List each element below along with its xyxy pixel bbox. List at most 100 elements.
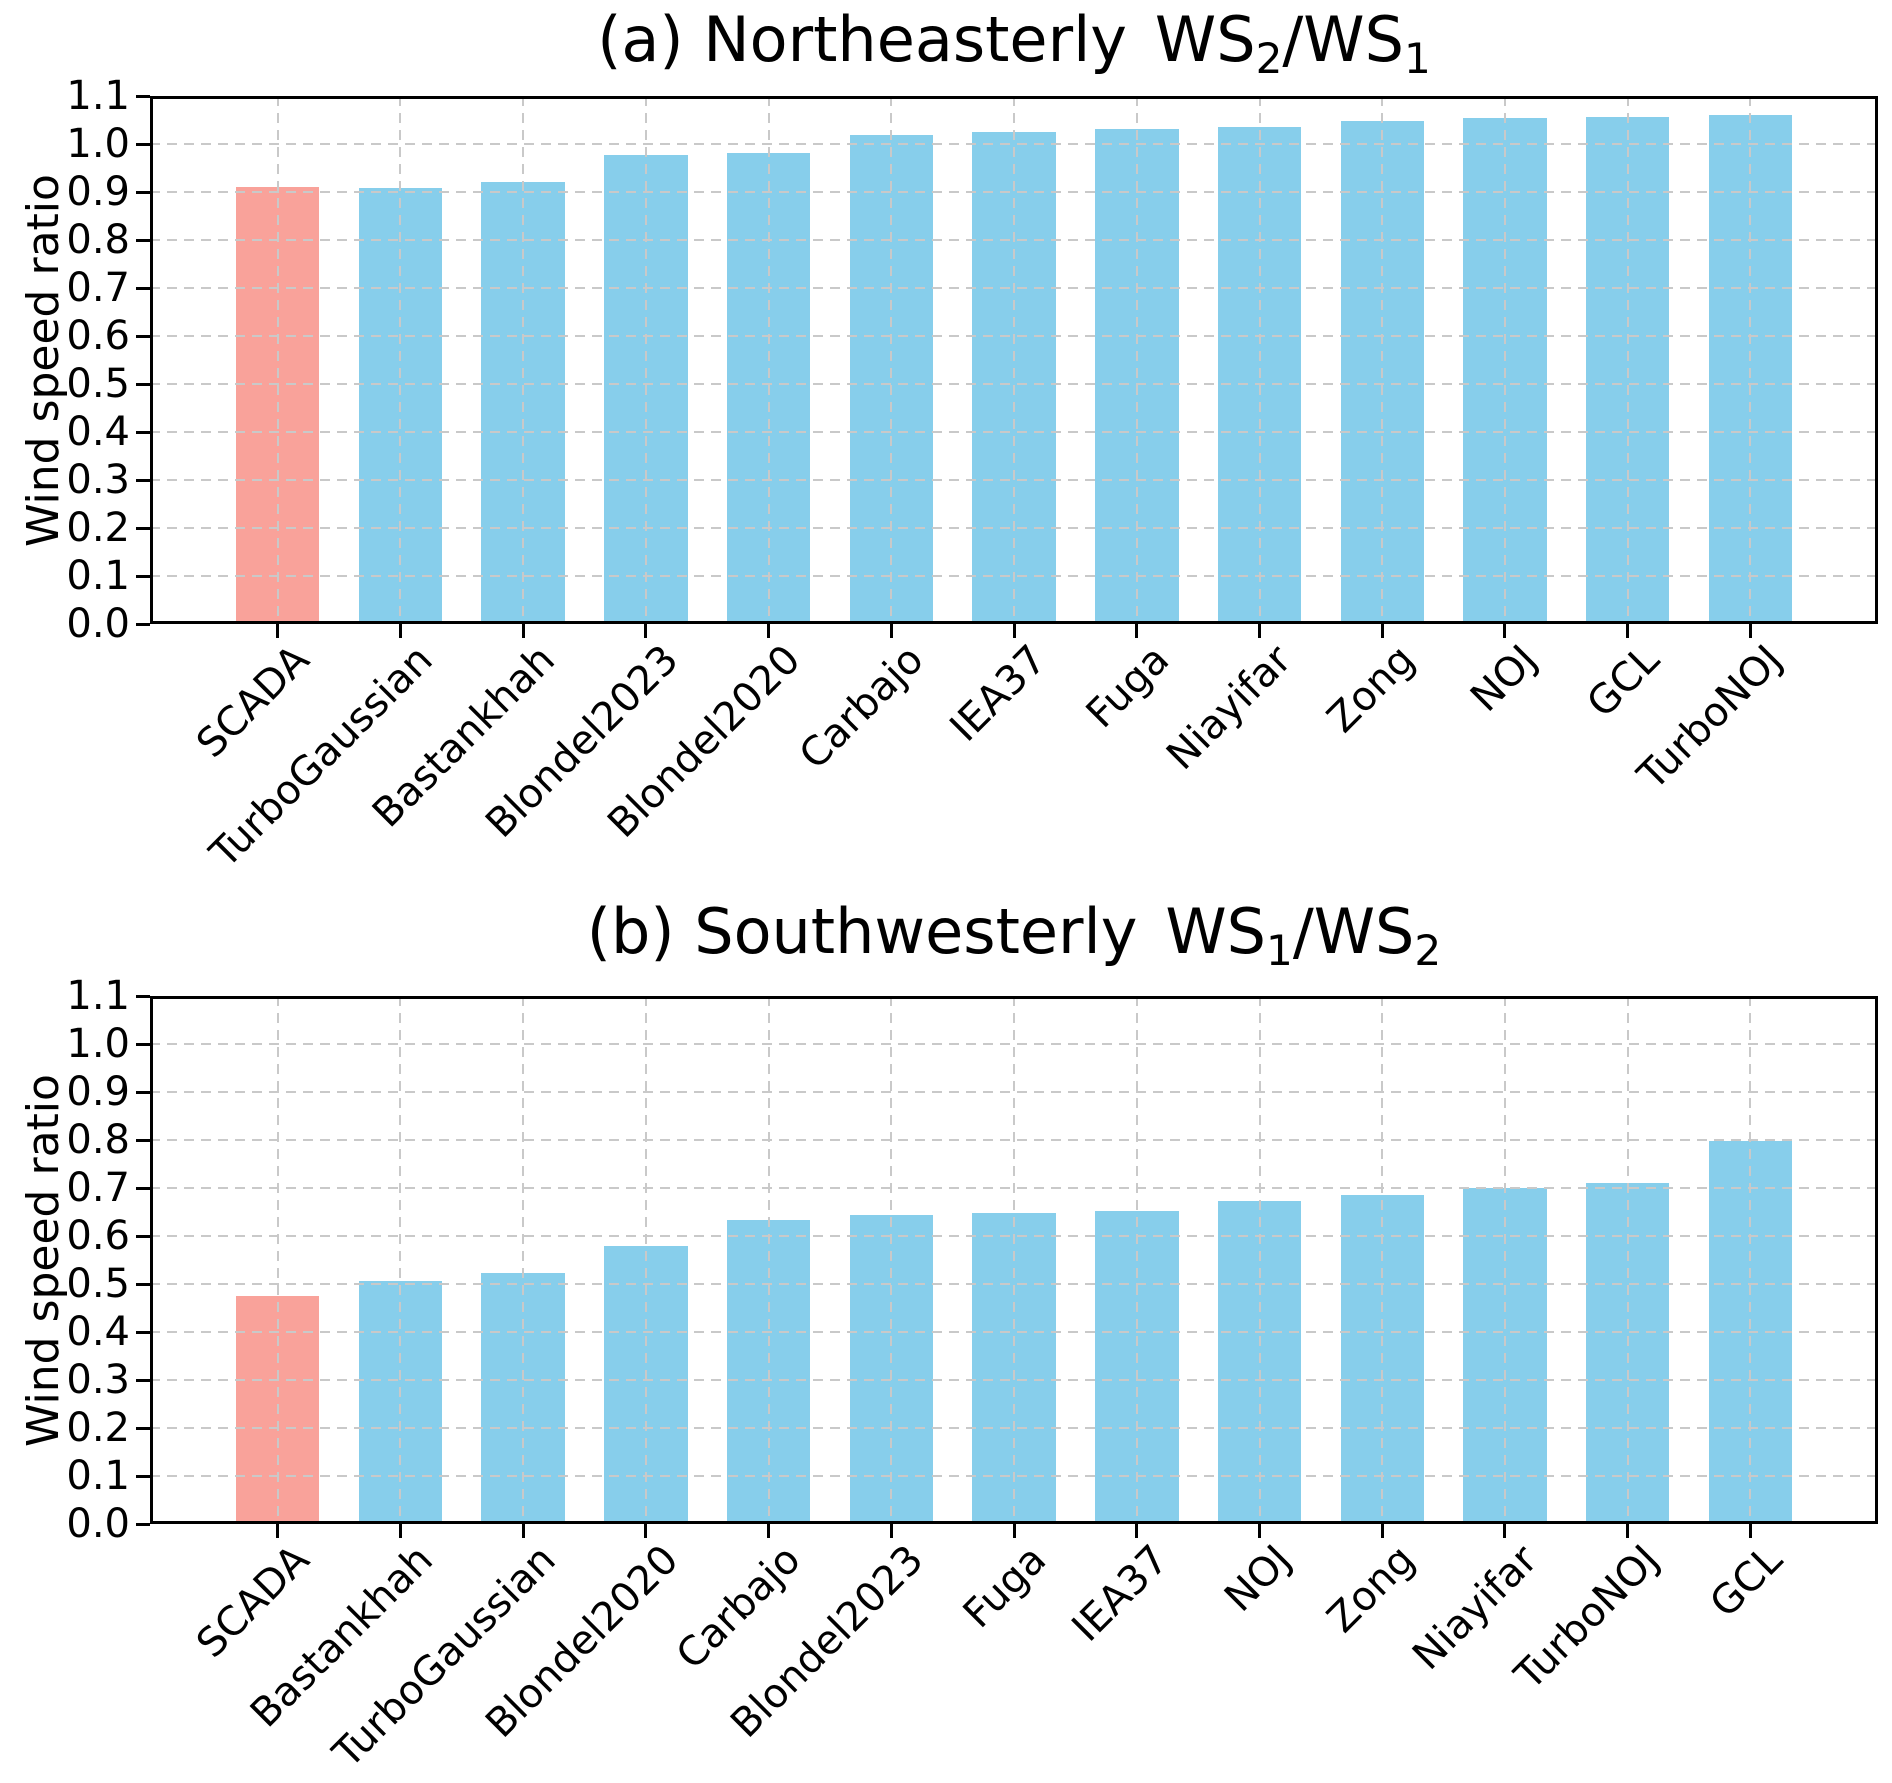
y-tick-label: 0.4 xyxy=(66,1309,130,1355)
y-tick-label: 1.1 xyxy=(66,973,130,1019)
x-tick-label-Fuga: Fuga xyxy=(1077,636,1178,738)
gridline-vertical xyxy=(1013,996,1015,1524)
gridline-vertical xyxy=(890,96,893,624)
gridline-vertical xyxy=(1381,96,1384,624)
y-tick-label: 0.1 xyxy=(66,1453,130,1499)
gridline-vertical xyxy=(522,96,525,624)
y-tick-mark xyxy=(136,94,150,98)
y-tick-label: 0.4 xyxy=(66,409,130,455)
gridline-vertical xyxy=(767,96,770,624)
x-tick-mark xyxy=(398,1524,402,1538)
y-tick-mark xyxy=(136,574,150,578)
gridline-horizontal xyxy=(150,1379,1878,1381)
gridline-horizontal xyxy=(150,191,1878,193)
y-tick-mark xyxy=(136,526,150,530)
y-tick-label: 0.0 xyxy=(66,1501,130,1547)
x-tick-mark xyxy=(644,624,648,638)
gridline-vertical xyxy=(1503,996,1506,1524)
gridline-vertical xyxy=(1626,96,1629,624)
panel-b-title-prefix: (b) Southwesterly xyxy=(586,895,1138,968)
x-tick-mark xyxy=(1012,1524,1016,1538)
y-tick-label: 0.1 xyxy=(66,553,130,599)
gridline-vertical xyxy=(1135,996,1138,1524)
gridline-vertical xyxy=(399,96,402,624)
gridline-vertical xyxy=(1749,96,1752,624)
y-tick-label: 0.5 xyxy=(66,361,130,407)
y-tick-label: 0.2 xyxy=(66,1405,130,1451)
x-tick-mark xyxy=(889,624,893,638)
x-tick-mark xyxy=(276,624,280,638)
gridline-horizontal xyxy=(150,287,1878,289)
panel-a-title-ws-numerator: WS xyxy=(1154,3,1256,76)
y-tick-label: 0.8 xyxy=(66,217,130,263)
gridline-horizontal xyxy=(150,335,1878,337)
y-tick-mark xyxy=(136,1234,150,1238)
y-tick-label: 0.3 xyxy=(66,457,130,503)
y-tick-mark xyxy=(136,1474,150,1478)
x-tick-label-GCL: GCL xyxy=(1578,636,1669,727)
panel-b-title: (b) Southwesterly WS1/WS2 xyxy=(150,896,1878,975)
y-tick-mark xyxy=(136,1090,150,1094)
y-tick-mark xyxy=(136,334,150,338)
y-tick-mark xyxy=(136,1378,150,1382)
gridline-vertical xyxy=(1013,96,1015,624)
y-tick-mark xyxy=(136,1330,150,1334)
y-tick-label: 1.0 xyxy=(66,1021,130,1067)
y-tick-mark xyxy=(136,382,150,386)
x-tick-label-TurboGaussian: TurboGaussian xyxy=(201,636,442,877)
x-tick-mark xyxy=(767,1524,770,1538)
gridline-horizontal xyxy=(150,143,1878,145)
x-tick-label-IEA37: IEA37 xyxy=(941,636,1056,751)
y-tick-mark xyxy=(136,622,150,626)
x-tick-label-GCL: GCL xyxy=(1701,1536,1792,1627)
x-tick-label-NOJ: NOJ xyxy=(1216,1536,1301,1621)
gridline-horizontal xyxy=(150,479,1878,481)
y-axis-label: Wind speed ratio xyxy=(18,1073,69,1447)
gridline-vertical xyxy=(644,996,647,1524)
gridline-vertical xyxy=(399,996,402,1524)
panel-b-title-ws-numerator: WS xyxy=(1165,895,1266,968)
y-tick-label: 0.3 xyxy=(66,1357,130,1403)
panel-b-title-ws-numerator-sub: 1 xyxy=(1266,925,1293,975)
y-tick-label: 0.5 xyxy=(66,1261,130,1307)
panel-b-title-ws-denominator-sub: 2 xyxy=(1414,925,1442,975)
y-tick-mark xyxy=(136,1282,150,1286)
gridline-vertical xyxy=(890,996,893,1524)
x-tick-mark xyxy=(644,1524,648,1538)
gridline-horizontal xyxy=(150,1283,1878,1285)
x-tick-label-Carbajo: Carbajo xyxy=(790,636,933,779)
y-tick-mark xyxy=(136,286,150,290)
y-tick-label: 0.8 xyxy=(66,1117,130,1163)
x-tick-mark xyxy=(1503,1524,1507,1538)
x-tick-mark xyxy=(398,624,402,638)
y-tick-mark xyxy=(136,1186,150,1190)
x-tick-mark xyxy=(1135,1524,1139,1538)
panel-b-plot xyxy=(150,996,1878,1524)
x-tick-mark xyxy=(1503,624,1507,638)
x-tick-mark xyxy=(1135,624,1139,638)
x-tick-mark xyxy=(1012,624,1016,638)
panel-a-title-prefix: (a) Northeasterly xyxy=(597,3,1127,76)
x-tick-mark xyxy=(521,1524,525,1538)
x-tick-mark xyxy=(276,1524,280,1538)
x-tick-mark xyxy=(889,1524,893,1538)
panel-a-title-ws-denominator: WS xyxy=(1303,3,1404,76)
x-tick-mark xyxy=(1258,624,1261,638)
y-tick-label: 0.2 xyxy=(66,505,130,551)
y-tick-mark xyxy=(136,1138,150,1142)
y-tick-mark xyxy=(136,142,150,146)
gridline-vertical xyxy=(276,96,279,624)
gridline-vertical xyxy=(1135,96,1138,624)
gridline-horizontal xyxy=(150,1427,1878,1429)
x-tick-mark xyxy=(767,624,770,638)
y-tick-label: 1.1 xyxy=(66,73,130,119)
gridline-horizontal xyxy=(150,575,1878,577)
x-tick-label-TurboGaussian: TurboGaussian xyxy=(324,1536,565,1777)
y-tick-label: 0.7 xyxy=(66,265,130,311)
x-tick-mark xyxy=(1258,1524,1261,1538)
gridline-vertical xyxy=(767,996,770,1524)
panel-a-title-ws-denominator-sub: 1 xyxy=(1403,33,1431,83)
gridline-horizontal xyxy=(150,1331,1878,1333)
x-tick-label-NOJ: NOJ xyxy=(1461,636,1547,721)
gridline-horizontal xyxy=(150,1043,1878,1045)
